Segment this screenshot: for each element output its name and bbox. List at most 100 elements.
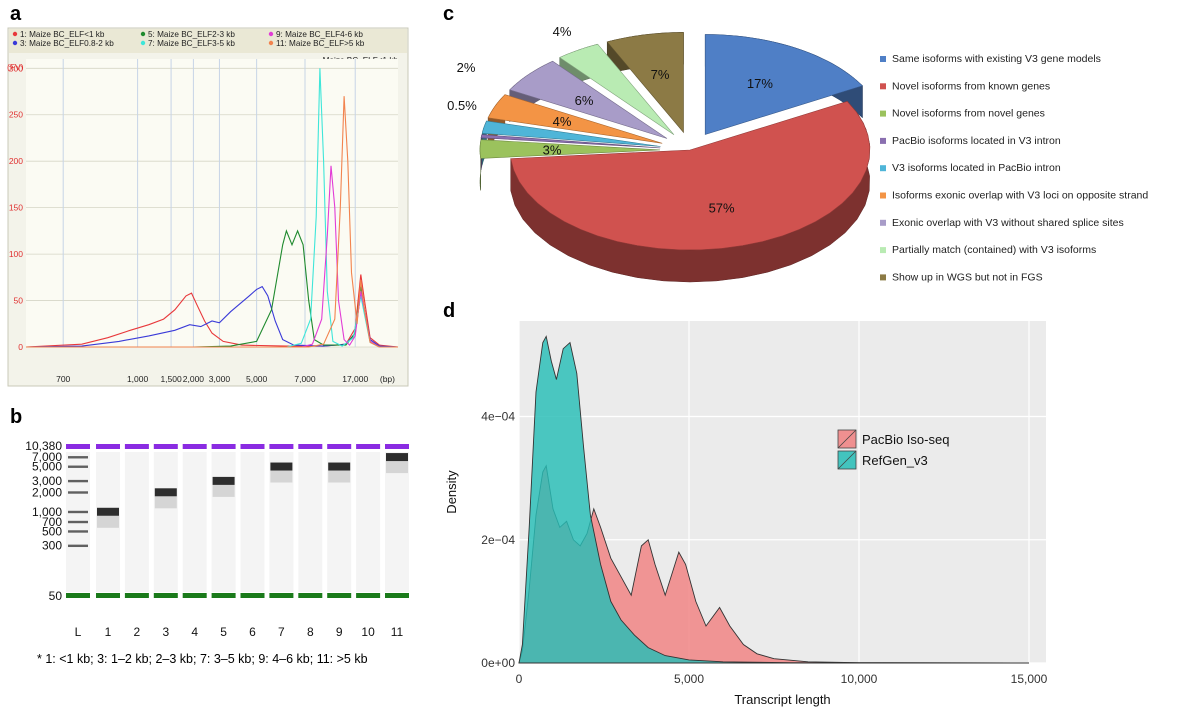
pie-legend-label: PacBio isoforms located in V3 intron bbox=[892, 135, 1061, 147]
lane-label: 3 bbox=[162, 625, 169, 639]
pie-percent-label: 7% bbox=[651, 67, 670, 82]
density-legend-label: PacBio Iso-seq bbox=[862, 432, 949, 447]
pie-legend-label: Novel isoforms from known genes bbox=[892, 80, 1050, 92]
y-tick-label: 2e−04 bbox=[481, 533, 515, 547]
lower-marker-band bbox=[66, 593, 90, 598]
pie-legend-label: Novel isoforms from novel genes bbox=[892, 108, 1045, 120]
pie-slice bbox=[606, 32, 684, 134]
gel-lane bbox=[385, 452, 409, 592]
y-axis-label: (FV) bbox=[7, 62, 24, 72]
legend-label: 3: Maize BC_ELF0.8-2 kb bbox=[20, 39, 114, 48]
x-tick-label: 5,000 bbox=[674, 672, 704, 686]
gel-background bbox=[65, 442, 411, 600]
gel-lane bbox=[96, 452, 120, 592]
y-axis-title: Density bbox=[444, 470, 459, 514]
ladder-size-label: 500 bbox=[42, 524, 62, 538]
gel-lane bbox=[298, 452, 323, 592]
y-tick-label: 150 bbox=[9, 203, 23, 213]
pie-legend-label: Exonic overlap with V3 without shared sp… bbox=[892, 217, 1124, 229]
pie-legend-swatch bbox=[880, 274, 886, 281]
ladder-band bbox=[68, 530, 88, 533]
ladder-band bbox=[68, 465, 88, 468]
y-tick-label: 200 bbox=[9, 156, 23, 166]
gel-lane bbox=[269, 452, 294, 592]
x-axis-title: Transcript length bbox=[734, 692, 830, 707]
lower-marker-band bbox=[356, 593, 381, 598]
sample-band bbox=[154, 488, 177, 497]
trace-line bbox=[25, 274, 399, 348]
pie-slice bbox=[704, 34, 864, 135]
pie-slice bbox=[510, 101, 871, 251]
y-tick-label: 0e+00 bbox=[481, 656, 515, 670]
y-tick-label: 300 bbox=[9, 63, 23, 73]
lane-label: 11 bbox=[391, 625, 404, 639]
lower-marker-band bbox=[124, 593, 149, 598]
pie-legend-label: Partially match (contained) with V3 isof… bbox=[892, 244, 1096, 256]
density-legend-key-slash bbox=[837, 429, 857, 449]
lane-label: 4 bbox=[191, 625, 198, 639]
pie-percent-label: 3% bbox=[543, 142, 562, 157]
y-tick-label: 50 bbox=[14, 296, 24, 306]
legend-label: 1: Maize BC_ELF<1 kb bbox=[20, 30, 105, 39]
gel-lane bbox=[211, 452, 236, 592]
upper-marker-band bbox=[66, 444, 90, 449]
x-tick-label: 17,000 bbox=[342, 374, 368, 384]
gel-lane bbox=[182, 452, 207, 592]
lane-label: 10 bbox=[361, 625, 375, 639]
x-tick-label: 3,000 bbox=[209, 374, 231, 384]
panel-label-c: c bbox=[443, 3, 455, 25]
electropherogram-chart: 1: Maize BC_ELF<1 kb3: Maize BC_ELF0.8-2… bbox=[7, 27, 409, 387]
x-tick-label: 0 bbox=[516, 672, 523, 686]
pie-percent-label: 2% bbox=[457, 60, 476, 75]
plot-area bbox=[26, 59, 398, 347]
lane-label: 5 bbox=[220, 625, 227, 639]
pie-legend-label: Show up in WGS but not in FGS bbox=[892, 271, 1043, 283]
lower-marker-band bbox=[153, 593, 178, 598]
legend-box bbox=[9, 29, 407, 53]
sample-band-smear bbox=[328, 470, 351, 483]
ladder-size-label: 7,000 bbox=[32, 450, 62, 464]
pie-legend-swatch bbox=[880, 219, 886, 226]
pie-legend-swatch bbox=[880, 192, 886, 199]
gel-lane bbox=[240, 452, 265, 592]
gel-image: L 1 2 3 4 5 6 7 8 9 10 11 10,3807,0005,0003,0002,000… bbox=[25, 439, 411, 639]
x-tick-label: 15,000 bbox=[1011, 672, 1048, 686]
upper-marker-band bbox=[96, 444, 120, 449]
legend-label: 7: Maize BC_ELF3-5 kb bbox=[148, 39, 235, 48]
lane-label: 8 bbox=[307, 625, 314, 639]
y-tick-label: 100 bbox=[9, 249, 23, 259]
upper-marker-band bbox=[385, 444, 409, 449]
density-legend-label: RefGen_v3 bbox=[862, 453, 928, 468]
lane-label: 1 bbox=[105, 625, 112, 639]
legend-label: 5: Maize BC_ELF2-3 kb bbox=[148, 30, 235, 39]
lower-marker-band bbox=[211, 593, 236, 598]
lower-marker-band bbox=[96, 593, 120, 598]
pie-slice bbox=[487, 94, 663, 144]
pie-percent-label: 4% bbox=[553, 24, 572, 39]
pie-percent-label: 0.5% bbox=[447, 98, 477, 113]
legend-marker bbox=[140, 31, 146, 37]
legend-marker bbox=[140, 40, 146, 46]
y-tick-label: 4e−04 bbox=[481, 410, 515, 424]
upper-marker-band bbox=[124, 444, 149, 449]
ladder-band bbox=[68, 491, 88, 494]
sample-band bbox=[270, 462, 293, 471]
ladder-band bbox=[68, 544, 88, 548]
legend-marker bbox=[268, 31, 274, 37]
legend-label: 11: Maize BC_ELF>5 kb bbox=[276, 39, 365, 48]
lower-marker-band bbox=[240, 593, 265, 598]
panel-label-b: b bbox=[10, 406, 23, 428]
gel-lane bbox=[327, 452, 352, 592]
lower-marker-band bbox=[269, 593, 294, 598]
upper-marker-band bbox=[211, 444, 236, 449]
ladder-size-label: 700 bbox=[42, 515, 62, 529]
ladder-size-label: 1,000 bbox=[32, 505, 62, 519]
pie-slice bbox=[479, 139, 661, 159]
upper-marker-band bbox=[153, 444, 178, 449]
pie-legend-swatch bbox=[880, 137, 886, 144]
pie-legend-swatch bbox=[880, 247, 886, 254]
lower-marker-band bbox=[327, 593, 352, 598]
gel-lane bbox=[153, 452, 178, 592]
ladder-size-label: 3,000 bbox=[32, 474, 62, 488]
upper-marker-band bbox=[269, 444, 294, 449]
